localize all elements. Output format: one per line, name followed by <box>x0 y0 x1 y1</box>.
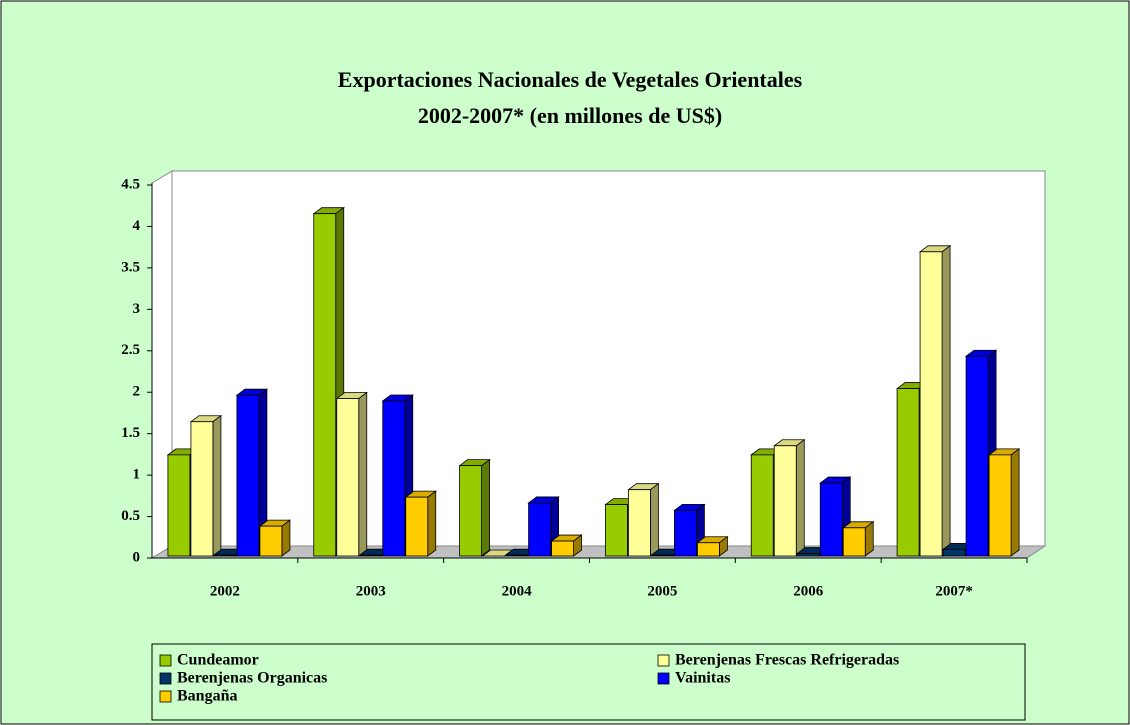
y-tick-label: 1.5 <box>121 425 140 441</box>
bar <box>697 542 720 557</box>
legend-label: Cundeamor <box>177 652 259 669</box>
x-tick-label: 2007* <box>935 583 973 599</box>
y-tick-label: 0.5 <box>121 508 140 524</box>
bar <box>773 445 797 557</box>
legend-swatch <box>159 690 172 703</box>
bar <box>651 554 674 557</box>
bar <box>942 548 966 557</box>
legend-swatch <box>159 672 172 685</box>
y-tick-label: 0 <box>133 549 141 565</box>
legend-swatch <box>657 654 670 667</box>
bar-side <box>427 490 437 557</box>
bar <box>213 554 237 557</box>
bar <box>628 489 651 557</box>
y-tick-label: 1 <box>133 467 141 483</box>
bar <box>259 525 283 557</box>
y-tick-label: 3.5 <box>121 259 140 275</box>
legend-label: Berenjenas Frescas Refrigeradas <box>675 652 899 669</box>
bar-side <box>941 244 951 557</box>
legend-label: Bangaña <box>177 688 237 705</box>
bar <box>605 504 628 557</box>
x-tick-label: 2005 <box>647 583 677 599</box>
y-tick-label: 2.5 <box>121 342 140 358</box>
legend-label: Berenjenas Organicas <box>177 670 327 687</box>
bar <box>459 465 482 557</box>
bar <box>313 213 337 557</box>
bar-side <box>795 438 805 557</box>
bar <box>528 502 551 557</box>
bar <box>167 454 191 557</box>
y-tick-label: 3 <box>133 301 141 317</box>
bar <box>819 482 843 557</box>
bar <box>505 554 528 557</box>
x-tick-label: 2004 <box>502 583 533 599</box>
bar <box>896 388 920 557</box>
bar <box>919 251 943 557</box>
bar-side <box>864 521 874 557</box>
bar <box>750 454 774 557</box>
x-tick-label: 2006 <box>793 583 824 599</box>
legend-swatch <box>159 654 172 667</box>
bar <box>796 553 820 557</box>
bar-side <box>650 482 659 557</box>
legend-swatch <box>657 672 670 685</box>
bar-side <box>481 458 490 557</box>
bar <box>336 398 360 557</box>
chart-subtitle: 2002-2007* (en millones de US$) <box>418 103 722 128</box>
x-tick-label: 2003 <box>356 583 386 599</box>
bar <box>359 554 383 557</box>
bar <box>674 510 697 557</box>
bar-side <box>358 391 368 557</box>
bar <box>988 454 1012 557</box>
legend-label: Vainitas <box>675 670 730 687</box>
x-tick-label: 2002 <box>210 583 240 599</box>
legend <box>151 643 1026 721</box>
bar-side <box>212 414 222 557</box>
bar <box>190 421 214 557</box>
chart-title: Exportaciones Nacionales de Vegetales Or… <box>338 67 803 92</box>
bar-side <box>1010 448 1020 557</box>
y-tick-label: 4 <box>133 218 141 234</box>
bar <box>405 496 429 557</box>
y-tick-label: 4.5 <box>121 176 140 192</box>
bar <box>236 394 260 557</box>
bar <box>382 400 406 557</box>
bar <box>551 540 574 557</box>
bar <box>965 355 989 557</box>
y-tick-label: 2 <box>133 384 141 400</box>
bar-side <box>281 519 291 557</box>
bar <box>842 527 866 557</box>
